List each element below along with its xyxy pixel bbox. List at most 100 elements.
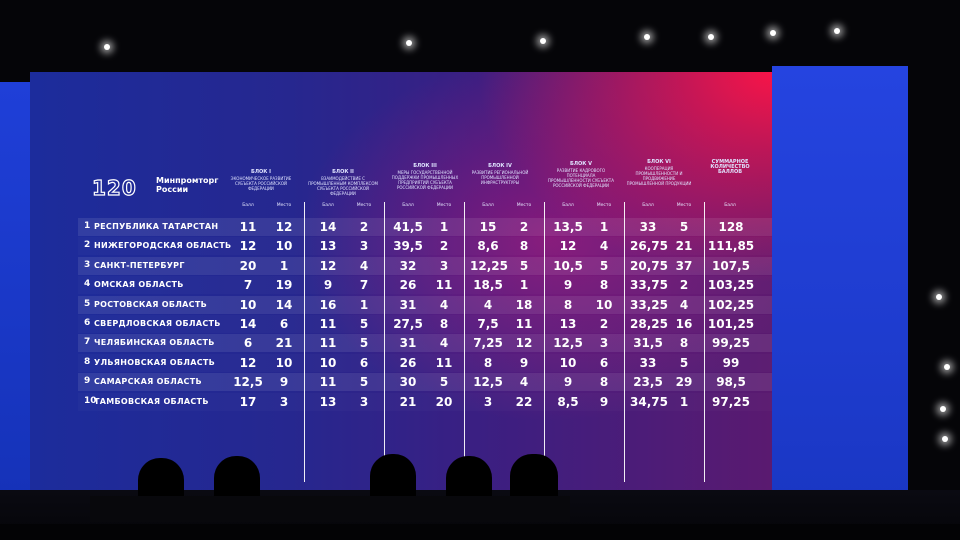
place-cell: 21 bbox=[275, 336, 293, 351]
table-row: 1 Республика Татарстан 11 12 14 2 41,5 1 15 2 13,5… bbox=[78, 218, 772, 236]
score-cell: 20 bbox=[239, 258, 257, 273]
logo-text: Минпромторг России bbox=[156, 176, 218, 194]
place-cell: 6 bbox=[359, 355, 369, 370]
stage-light bbox=[940, 406, 946, 412]
score-cell: 23,5 bbox=[633, 375, 663, 390]
sub-place: Место bbox=[356, 203, 372, 208]
row-region: Ульяновская область bbox=[94, 357, 216, 367]
stage-light bbox=[770, 30, 776, 36]
score-cell: 11 bbox=[319, 336, 337, 351]
column-divider bbox=[464, 202, 465, 482]
stage-light bbox=[406, 40, 412, 46]
row-band bbox=[78, 295, 772, 314]
score-cell: 33,25 bbox=[630, 297, 668, 312]
block-header-5: Блок V Развитие кадрового потенциала про… bbox=[546, 162, 616, 189]
place-cell: 1 bbox=[279, 258, 289, 273]
total-cell: 97,25 bbox=[712, 394, 750, 409]
score-cell: 18,5 bbox=[473, 278, 503, 293]
minpromtorg-logo: 120 Минпромторг России bbox=[91, 175, 262, 200]
row-rank: 9 bbox=[84, 376, 91, 387]
score-cell: 12 bbox=[319, 258, 337, 273]
block-desc: Меры государственной поддержки промышлен… bbox=[391, 170, 459, 190]
total-header: Суммарное количество баллов bbox=[702, 160, 758, 176]
place-cell: 12 bbox=[275, 220, 293, 234]
place-cell: 4 bbox=[599, 239, 609, 254]
sub-score: Балл bbox=[402, 203, 414, 208]
sub-place: Место bbox=[676, 203, 692, 208]
block-header-3: Блок III Меры государственной поддержки … bbox=[388, 163, 462, 191]
score-cell: 7 bbox=[243, 278, 253, 293]
place-cell: 12 bbox=[515, 336, 533, 351]
place-cell: 20 bbox=[435, 394, 453, 409]
row-region: Свердловская область bbox=[94, 319, 221, 328]
place-cell: 8 bbox=[599, 278, 609, 293]
place-cell: 2 bbox=[439, 239, 449, 254]
score-cell: 12,5 bbox=[553, 336, 583, 351]
place-cell: 22 bbox=[515, 394, 533, 409]
place-cell: 14 bbox=[275, 297, 293, 312]
total-cell: 99 bbox=[722, 355, 740, 370]
sub-place: Место bbox=[596, 203, 612, 208]
place-cell: 5 bbox=[359, 375, 369, 390]
place-cell: 9 bbox=[279, 375, 289, 390]
logo-number: 120 bbox=[91, 175, 137, 200]
score-cell: 10,5 bbox=[553, 258, 583, 273]
place-cell: 11 bbox=[435, 355, 453, 370]
place-cell: 5 bbox=[519, 258, 529, 273]
score-cell: 26 bbox=[399, 355, 417, 370]
place-cell: 10 bbox=[275, 355, 293, 370]
total-cell: 102,25 bbox=[707, 297, 755, 312]
row-rank: 10 bbox=[84, 395, 97, 406]
score-cell: 14 bbox=[239, 317, 257, 331]
score-cell: 13 bbox=[319, 239, 337, 254]
block-desc: Экономическое развитие субъекта Российск… bbox=[230, 176, 292, 191]
place-cell: 5 bbox=[599, 258, 609, 273]
row-rank: 6 bbox=[84, 318, 91, 328]
main-screen: 120 Минпромторг России Блок I Экономичес… bbox=[30, 72, 772, 490]
block-title: Блок III bbox=[413, 163, 437, 169]
place-cell: 11 bbox=[515, 317, 533, 331]
score-cell: 11 bbox=[319, 317, 337, 331]
column-divider bbox=[544, 202, 545, 482]
score-cell: 33,75 bbox=[630, 278, 668, 293]
score-cell: 39,5 bbox=[393, 239, 423, 254]
table-row: 6 Свердловская область 14 6 11 5 27,5 8 7,5 11 13 2… bbox=[78, 315, 772, 333]
place-cell: 4 bbox=[679, 297, 689, 312]
place-cell: 1 bbox=[519, 278, 529, 293]
score-cell: 21 bbox=[399, 394, 417, 409]
score-cell: 28,25 bbox=[630, 317, 668, 331]
place-cell: 5 bbox=[439, 375, 449, 390]
score-cell: 26 bbox=[399, 278, 417, 293]
score-cell: 15 bbox=[479, 220, 497, 234]
presidium-table bbox=[90, 496, 570, 522]
place-cell: 4 bbox=[519, 375, 529, 390]
place-cell: 9 bbox=[599, 394, 609, 409]
score-cell: 20,75 bbox=[630, 258, 668, 273]
score-cell: 6 bbox=[243, 336, 253, 351]
row-rank: 7 bbox=[84, 337, 91, 348]
score-cell: 33 bbox=[639, 355, 657, 370]
sub-score: Балл bbox=[562, 203, 574, 208]
place-cell: 6 bbox=[279, 317, 289, 331]
score-cell: 27,5 bbox=[393, 317, 423, 331]
place-cell: 5 bbox=[679, 220, 689, 234]
place-cell: 7 bbox=[359, 278, 369, 293]
score-cell: 26,75 bbox=[630, 239, 668, 254]
sub-score: Балл bbox=[322, 203, 334, 208]
stage-light bbox=[944, 364, 950, 370]
place-cell: 1 bbox=[599, 220, 609, 234]
column-divider bbox=[704, 202, 705, 482]
score-cell: 31 bbox=[399, 336, 417, 351]
sub-place: Место bbox=[516, 203, 532, 208]
table-row: 5 Ростовская область 10 14 16 1 31 4 4 18 8 10 33,25… bbox=[78, 295, 772, 314]
row-region: Ростовская область bbox=[94, 299, 207, 309]
place-cell: 5 bbox=[359, 336, 369, 351]
block-header-1: Блок I Экономическое развитие субъекта Р… bbox=[226, 170, 296, 192]
score-cell: 7,5 bbox=[477, 317, 499, 331]
row-rank: 2 bbox=[84, 240, 91, 251]
row-region: Санкт-Петербург bbox=[94, 260, 185, 270]
logo-line-1: Минпромторг bbox=[156, 176, 219, 185]
place-cell: 9 bbox=[519, 355, 529, 370]
score-cell: 32 bbox=[399, 258, 417, 273]
score-cell: 12 bbox=[239, 355, 257, 370]
